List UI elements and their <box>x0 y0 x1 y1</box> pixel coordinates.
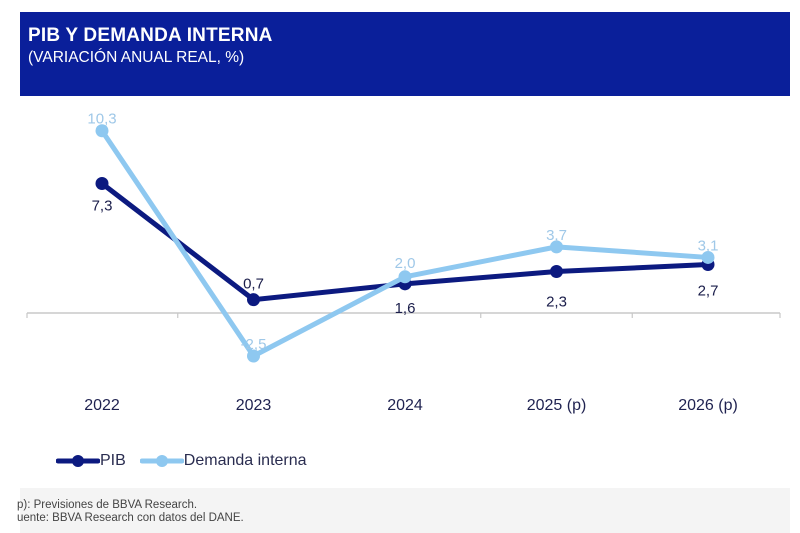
data-label-pib: 0,7 <box>243 276 264 293</box>
data-label-demanda-interna: 3,1 <box>698 237 719 254</box>
data-point-demanda-interna <box>247 349 260 363</box>
data-point-demanda-interna <box>95 124 109 138</box>
data-label-demanda-interna: 2,0 <box>395 255 416 272</box>
data-point-demanda-interna <box>550 240 563 254</box>
data-label-demanda-interna: 10,3 <box>87 111 116 128</box>
series-line-demanda-interna <box>99 129 709 359</box>
legend-marker-demanda <box>139 455 184 467</box>
data-label-demanda-interna: 3,7 <box>546 227 567 244</box>
chart-header <box>20 12 790 96</box>
data-point-pib <box>247 293 260 307</box>
data-label-pib: 7,3 <box>92 198 113 215</box>
legend-marker-pib <box>56 455 100 467</box>
data-point-demanda-interna <box>398 270 412 284</box>
data-point-pib <box>95 177 109 191</box>
legend: PIB Demanda interna <box>56 452 321 470</box>
data-point-pib <box>550 265 563 279</box>
data-label-pib: 1,6 <box>395 300 416 317</box>
data-label-demanda-interna: -2,5 <box>241 336 267 353</box>
footer: p): Previsiones de BBVA Research. uente:… <box>17 488 790 533</box>
chart-subtitle: (VARIACIÓN ANUAL REAL, %) <box>28 49 245 66</box>
x-tick-label: 2026 (p) <box>678 397 738 414</box>
x-tick-label: 2023 <box>236 397 272 414</box>
legend-item-demanda: Demanda interna <box>139 452 307 470</box>
data-point-demanda-interna <box>701 250 715 264</box>
data-label-pib: 2,3 <box>546 294 567 311</box>
footnote-forecast: p): Previsiones de BBVA Research. <box>17 499 198 511</box>
legend-item-pib: PIB <box>56 452 126 470</box>
chart-title: PIB Y DEMANDA INTERNA <box>28 25 273 46</box>
x-tick-label: 2022 <box>84 397 120 414</box>
x-tick-label: 2025 (p) <box>527 397 587 414</box>
legend-label-pib: PIB <box>100 452 126 469</box>
x-tick-label: 2024 <box>387 397 423 414</box>
legend-label-demanda: Demanda interna <box>183 452 307 469</box>
data-label-pib: 2,7 <box>698 282 719 299</box>
footnote-source: uente: BBVA Research con datos del DANE. <box>17 512 244 524</box>
